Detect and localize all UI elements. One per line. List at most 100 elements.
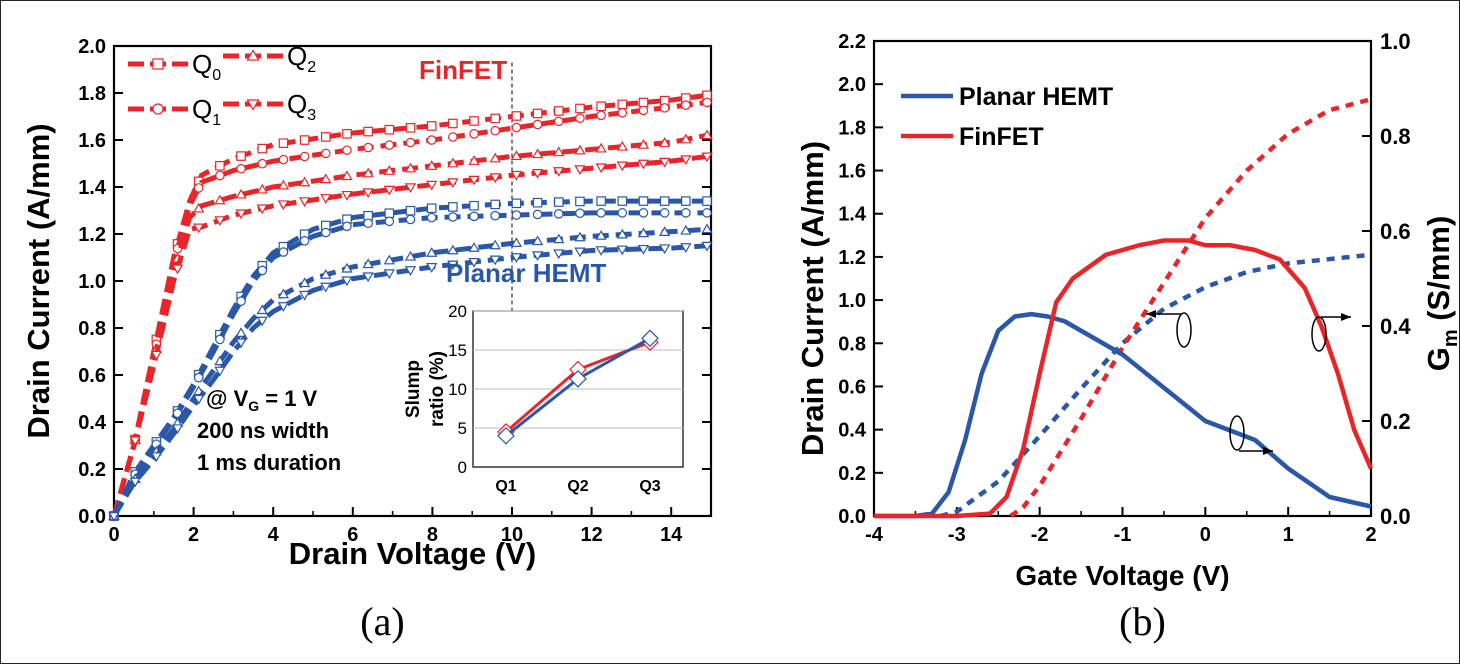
data-point-a	[510, 150, 523, 161]
data-point-a	[659, 196, 670, 206]
y-tick-label-a: 0.6	[78, 365, 106, 387]
data-point-a	[256, 204, 268, 215]
data-point-a	[363, 218, 373, 229]
data-point-a	[150, 452, 163, 463]
data-point-a	[215, 334, 225, 345]
data-point-a	[511, 210, 522, 220]
data-point-a	[510, 237, 523, 247]
data-point-a	[256, 316, 268, 327]
x-tick-label-b: 0	[1200, 524, 1211, 546]
data-point-a	[384, 208, 395, 219]
data-point-a	[193, 202, 205, 213]
data-point-a	[531, 169, 544, 179]
data-point-a	[595, 142, 607, 153]
x-tick-label-b: -3	[948, 524, 966, 546]
data-point-a	[680, 133, 692, 144]
y-tick-label-a: 0.8	[78, 318, 106, 340]
y-tick-label-a: 1.4	[78, 177, 107, 199]
data-point-a	[362, 258, 374, 269]
data-point-a	[171, 264, 184, 275]
inset-y-tick-label: 15	[448, 341, 467, 360]
data-point-a	[342, 129, 352, 139]
condition-sub: G	[248, 398, 259, 414]
legend-marker-a	[152, 58, 164, 70]
data-point-a	[574, 231, 586, 242]
data-point-a	[256, 304, 268, 315]
data-point-a	[596, 101, 606, 112]
y-tick-label-a: 2.0	[78, 36, 106, 58]
data-point-a	[215, 170, 225, 181]
caption-a: (a)	[360, 599, 404, 644]
data-point-a	[637, 138, 650, 149]
x-tick-label-a: 2	[188, 524, 199, 546]
y-tick-label-b: 0.2	[838, 463, 866, 485]
data-point-a	[341, 262, 353, 273]
data-point-a	[616, 140, 628, 151]
data-point-a	[575, 113, 585, 124]
inset-y-label-line1: Slump	[403, 360, 424, 418]
legend-label-a: Q3	[287, 89, 316, 124]
duration-annotation: 1 ms duration	[197, 450, 341, 475]
right-axis-indicator	[1311, 316, 1327, 352]
axis-indicators	[1146, 310, 1351, 455]
data-point-a	[150, 350, 163, 361]
data-point-a	[617, 196, 628, 206]
data-point-a	[193, 394, 205, 405]
data-point-a	[426, 121, 437, 131]
y-axis-label-b: Drain Current (A/mm)	[795, 141, 830, 456]
data-point-a	[214, 216, 226, 227]
y-tick-label-b: 2.0	[838, 74, 866, 96]
inset-data-point	[569, 370, 587, 388]
x-tick-label-a: 8	[427, 524, 438, 546]
y-tick-label-b: 2.2	[838, 31, 866, 53]
data-point-a	[426, 212, 437, 223]
data-point-a	[532, 119, 543, 130]
data-point-a	[193, 372, 204, 383]
data-point-a	[404, 183, 417, 194]
legend-marker-a	[246, 49, 260, 61]
data-point-a	[489, 239, 501, 250]
data-point-a	[575, 196, 585, 207]
data-point-a	[383, 254, 395, 265]
data-point-a	[383, 185, 395, 196]
data-point-a	[659, 208, 670, 218]
data-point-a	[596, 196, 606, 206]
legend-label-main: Q	[192, 49, 212, 79]
data-point-a	[426, 263, 438, 273]
data-point-a	[277, 288, 290, 299]
y-tick-label-b: 0.0	[838, 506, 866, 528]
y-tick-label-b: 0.4	[838, 420, 867, 442]
data-point-a	[320, 132, 331, 142]
y2-axis-label-b: Gm (S/mm)	[1421, 216, 1460, 372]
y-tick-label-b: 1.0	[838, 290, 866, 312]
data-point-a	[362, 188, 374, 199]
y-tick-label-a: 0.0	[78, 506, 106, 528]
x-tick-label-b: 2	[1365, 524, 1376, 546]
data-point-a	[447, 157, 459, 168]
gm-curve	[874, 311, 1372, 519]
data-point-a	[638, 196, 649, 206]
data-point-a	[701, 129, 713, 140]
data-point-a	[299, 135, 310, 145]
data-point-a	[553, 106, 564, 116]
data-point-a	[531, 251, 544, 262]
y-tick-label-a: 0.4	[78, 412, 107, 434]
data-point-a	[680, 243, 692, 253]
data-point-a	[447, 244, 459, 255]
data-point-a	[511, 122, 522, 133]
condition-suffix: = 1 V	[259, 386, 317, 411]
data-point-a	[490, 125, 501, 136]
data-point-a	[129, 436, 141, 447]
data-point-a	[278, 138, 289, 148]
data-point-a	[215, 160, 225, 171]
data-point-a	[426, 135, 437, 145]
legend-marker-a	[152, 103, 164, 115]
data-point-a	[681, 208, 691, 218]
inset-y-tick-label: 0	[458, 458, 467, 477]
data-point-a	[129, 477, 141, 488]
inset-data-point	[497, 426, 515, 445]
finfet-annotation: FinFET	[419, 55, 507, 85]
data-point-a	[193, 223, 205, 234]
